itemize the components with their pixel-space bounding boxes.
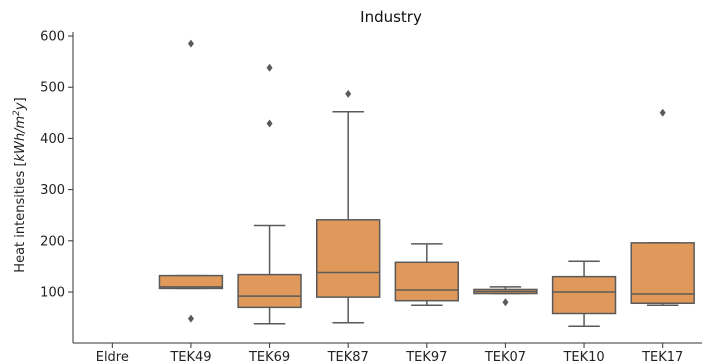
y-tick-label: 600	[40, 30, 65, 45]
x-tick-label: TEK17	[641, 350, 683, 363]
box-body	[237, 273, 302, 309]
x-axis: Eldre TEK49 TEK69 TEK87 TEK97 TEK07 TEK10 TEK17	[73, 342, 702, 363]
box-body	[315, 219, 381, 298]
outlier-point	[266, 63, 273, 72]
box-body	[630, 242, 695, 305]
box-tek97	[394, 243, 460, 307]
x-tick-label: TEK87	[327, 350, 369, 363]
x-tick-label: TEK07	[484, 350, 526, 363]
outlier-point	[187, 314, 194, 323]
x-tick-label: TEK69	[248, 350, 290, 363]
outlier-point	[266, 119, 273, 128]
x-tick-label: TEK10	[562, 350, 604, 363]
y-axis-label: Heat intensities [kWh/m2y]	[12, 97, 28, 272]
box-body	[551, 275, 617, 315]
y-tick-label: 400	[40, 132, 65, 147]
box-tek87	[315, 89, 381, 324]
outlier-point	[659, 108, 666, 117]
x-tick-label: TEK97	[405, 350, 447, 363]
y-tick-label: 300	[40, 183, 65, 198]
box-tek49	[158, 39, 224, 323]
box-tek69	[237, 63, 302, 325]
box-body	[394, 261, 460, 302]
y-tick-label: 100	[40, 286, 65, 301]
y-tick-label: 200	[40, 234, 65, 249]
outlier-point	[345, 89, 352, 98]
box-tek17	[630, 108, 695, 307]
boxes	[158, 39, 695, 328]
outlier-point	[502, 298, 509, 307]
box-tek10	[551, 260, 617, 328]
y-tick-label: 500	[40, 81, 65, 96]
x-tick-label: TEK49	[169, 350, 211, 363]
outlier-point	[187, 39, 194, 48]
box-body	[158, 274, 224, 290]
box-tek07	[473, 286, 538, 307]
y-axis: 100 200 300 400 500 600	[40, 30, 74, 343]
chart-title: Industry	[360, 8, 422, 26]
x-tick-label: Eldre	[96, 350, 129, 363]
